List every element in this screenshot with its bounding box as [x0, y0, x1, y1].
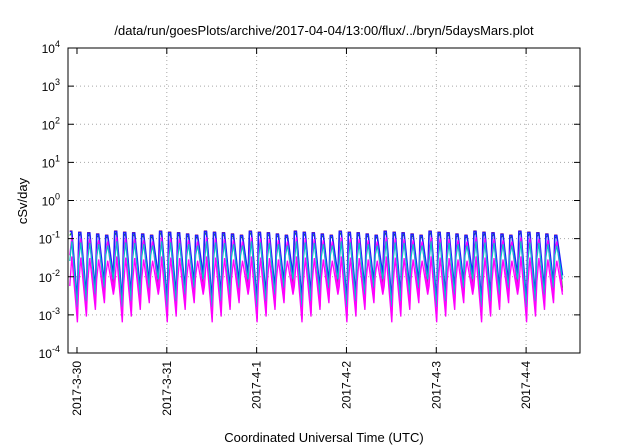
y-tick-label: 101 — [42, 153, 60, 170]
y-tick-label: 100 — [42, 192, 60, 209]
y-axis: 10-4 10-3 10-2 10-1 100 101 102 103 104 — [39, 39, 580, 361]
x-tick-label: 2017-4-3 — [429, 361, 443, 409]
x-tick-label: 2017-4-1 — [250, 361, 264, 409]
x-axis: 2017-3-30 2017-3-31 2017-4-1 2017-4-2 2017-4… — [70, 48, 533, 416]
x-tick-label: 2017-4-4 — [519, 361, 533, 409]
x-tick-label: 2017-4-2 — [339, 361, 353, 409]
y-tick-label: 10-3 — [39, 306, 60, 323]
chart-title: /data/run/goesPlots/archive/2017-04-04/1… — [114, 23, 534, 38]
y-axis-label: cSv/day — [15, 177, 30, 224]
series-group — [69, 230, 564, 323]
x-tick-label: 2017-3-30 — [70, 361, 84, 416]
y-tick-label: 10-4 — [39, 344, 60, 361]
y-tick-label: 103 — [42, 77, 60, 94]
y-tick-label: 104 — [42, 39, 60, 56]
grid — [68, 48, 580, 353]
series-line — [69, 241, 564, 307]
y-tick-label: 102 — [42, 115, 60, 132]
y-tick-label: 10-1 — [39, 230, 60, 247]
x-tick-label: 2017-3-31 — [160, 361, 174, 416]
y-tick-label: 10-2 — [39, 268, 60, 285]
series-line — [69, 256, 564, 323]
x-axis-label: Coordinated Universal Time (UTC) — [224, 430, 423, 445]
